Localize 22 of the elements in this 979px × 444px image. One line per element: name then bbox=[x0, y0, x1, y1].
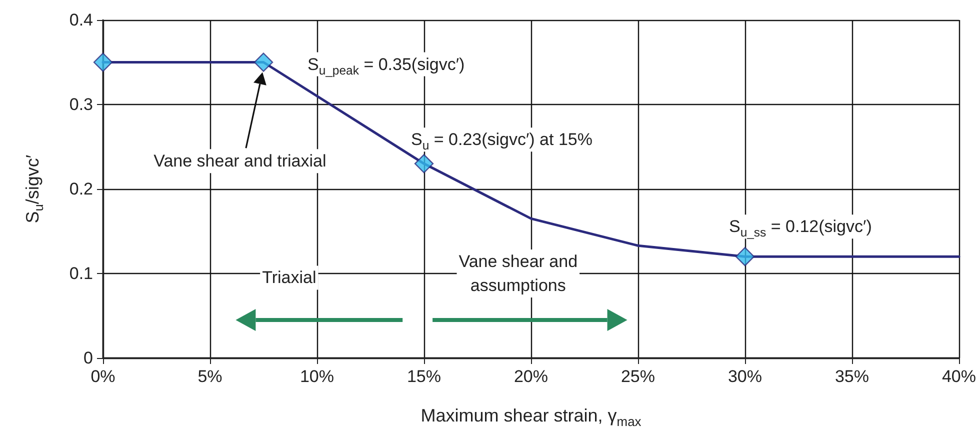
annotation: Vane shear and triaxial bbox=[154, 152, 326, 171]
point bbox=[414, 154, 434, 174]
x-tick-label: 0% bbox=[90, 367, 116, 386]
y-axis-title: Su/sigvc′ bbox=[22, 154, 46, 224]
y-tick-label: 0.3 bbox=[69, 95, 93, 114]
x-tick-label: 10% bbox=[300, 367, 334, 386]
annotation: Triaxial bbox=[262, 268, 316, 288]
x-tick-label: 40% bbox=[942, 367, 976, 386]
x-tick-label: 20% bbox=[514, 367, 548, 386]
x-tick-label: 35% bbox=[834, 367, 870, 386]
x-tick-label: 30% bbox=[728, 367, 762, 386]
x-tick-label: 15% bbox=[406, 367, 442, 386]
y-tick-label: 0.4 bbox=[69, 10, 93, 30]
annotation: Vane shear and assumptions bbox=[458, 252, 578, 295]
y-tick-label: 0.2 bbox=[69, 180, 93, 198]
point bbox=[254, 52, 274, 72]
x-tick-label: 5% bbox=[198, 367, 222, 386]
point bbox=[93, 52, 113, 72]
y-tick-label: 0 bbox=[84, 348, 93, 368]
y-tick-label: 0.1 bbox=[69, 264, 93, 283]
x-tick-label: 25% bbox=[620, 367, 656, 386]
point bbox=[735, 247, 755, 266]
